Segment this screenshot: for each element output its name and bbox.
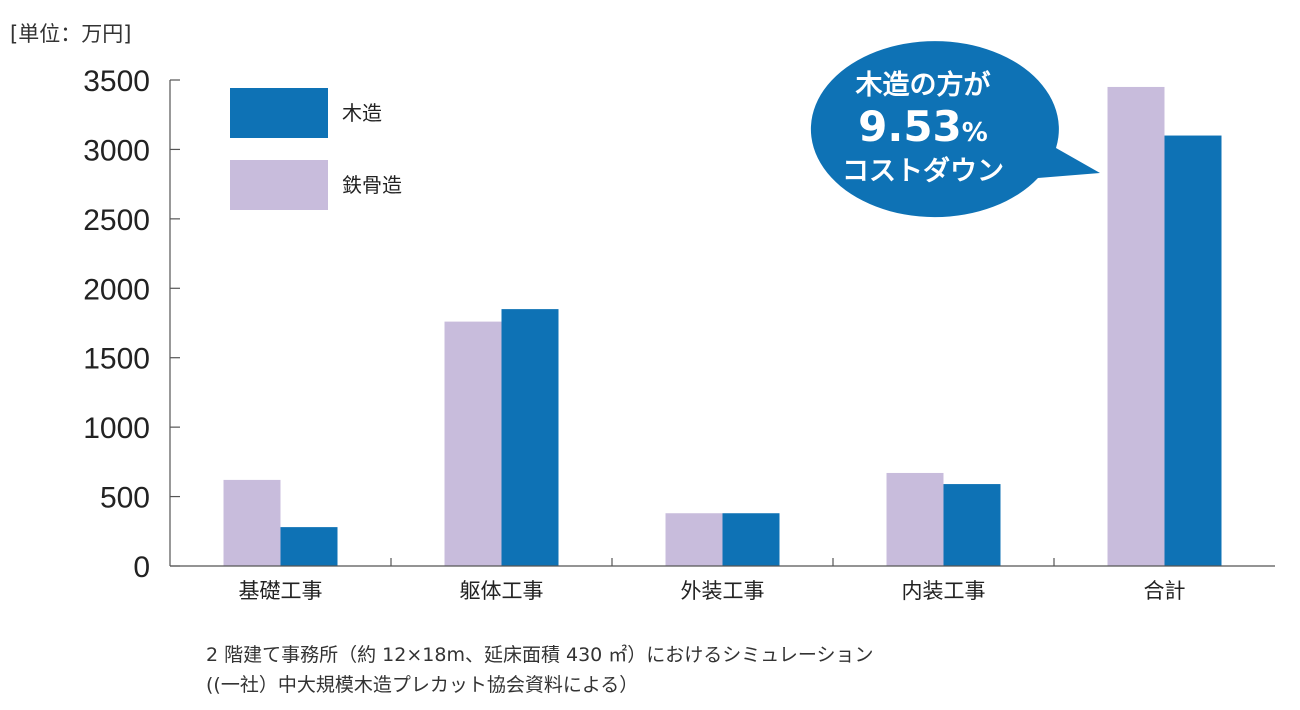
callout-line3: コストダウン: [842, 155, 1004, 187]
bar-wood: [722, 513, 780, 566]
y-tick-label: 3000: [83, 134, 150, 167]
callout-number: 9.53: [858, 102, 962, 151]
x-category-label: 外装工事: [681, 579, 765, 603]
bar-steel: [665, 513, 723, 566]
callout-line1: 木造の方が: [855, 69, 991, 101]
bar-wood: [943, 484, 1001, 566]
callout-bubble: [810, 41, 1100, 218]
y-tick-label: 0: [133, 551, 150, 584]
callout-value: 9.53%: [858, 102, 988, 151]
footnote-line-2: ((一社）中大規模木造プレカット協会資料による）: [206, 674, 639, 696]
y-tick-label: 2500: [83, 204, 150, 237]
bar-steel: [444, 321, 502, 566]
x-category-label: 躯体工事: [460, 579, 544, 603]
legend-swatch-steel: [230, 160, 328, 210]
unit-label: [単位：万円]: [10, 22, 132, 46]
y-tick-label: 1500: [83, 343, 150, 376]
bars: [223, 86, 1222, 567]
y-axis: 0 500 1000 1500 2000 2500 3000 3500: [83, 65, 180, 584]
y-tick-label: 2000: [83, 273, 150, 306]
footnote-line-1: 2 階建て事務所（約 12×18m、延床面積 430 ㎡）におけるシミュレーショ…: [206, 644, 874, 666]
y-tick-label: 500: [100, 482, 150, 515]
bar-wood: [1164, 135, 1222, 567]
x-category-label: 合計: [1144, 579, 1186, 603]
x-axis: 基礎工事 躯体工事 外装工事 内装工事 合計: [170, 558, 1275, 603]
bar-steel: [223, 479, 281, 566]
y-tick-label: 1000: [83, 412, 150, 445]
bar-steel: [886, 472, 944, 566]
bar-steel: [1107, 86, 1165, 566]
bar-wood: [280, 527, 338, 566]
cost-down-callout: 木造の方が 9.53% コストダウン: [810, 41, 1100, 218]
legend-label-steel: 鉄骨造: [342, 173, 402, 197]
x-category-label: 内装工事: [902, 579, 986, 603]
legend: 木造 鉄骨造: [230, 88, 402, 210]
callout-percent: %: [962, 118, 988, 148]
x-category-label: 基礎工事: [239, 579, 323, 603]
legend-label-wood: 木造: [342, 101, 382, 125]
bar-wood: [501, 309, 559, 566]
legend-swatch-wood: [230, 88, 328, 138]
y-tick-label: 3500: [83, 65, 150, 98]
